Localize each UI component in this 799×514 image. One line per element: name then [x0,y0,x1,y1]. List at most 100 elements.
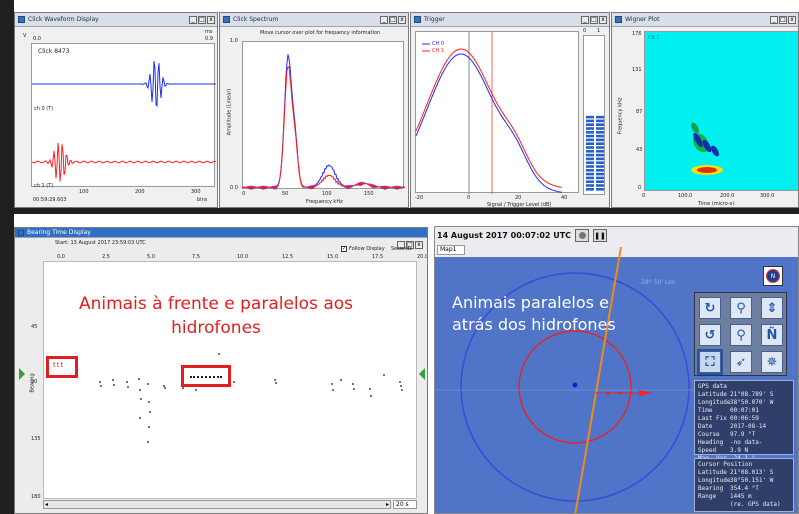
map-window: 14 August 2017 00:07:02 UTC ❚❚ Map1 -38°… [434,226,799,514]
restore-button[interactable]: □ [406,241,414,249]
y-tick: 0 [638,185,642,191]
scroll-left-arrow[interactable]: ◂ [45,501,49,508]
north-compass[interactable]: N [763,266,783,286]
click-waveform-titlebar[interactable]: Click Waveform Display _ □ x [15,13,217,27]
detection-point [370,395,372,397]
level-meter-segment [596,138,604,142]
settings-button[interactable]: ✵ [761,351,783,373]
rotate-counterclockwise-button[interactable]: ↺ [699,324,721,346]
restore-button[interactable]: □ [389,15,397,24]
info-value: 38°50.070' W [730,399,774,406]
record-button[interactable] [575,229,590,242]
range-ring-inner [518,330,632,444]
level-meter-segment [596,131,604,134]
level-meter-segment [586,119,594,123]
x-tick: 0 [642,193,646,199]
x-tick: 7.5 [192,254,200,260]
map-tab[interactable]: Map1 [437,245,465,255]
y-tick: 87 [636,109,643,115]
detection-point [147,383,149,385]
detection-point [218,353,220,355]
level-meter-segment [596,161,604,164]
x-tick: 50 [282,191,289,197]
info-key: Speed [698,447,717,454]
level-meter-segment [586,165,594,168]
info-key: Bearing [698,485,724,492]
x-tick: 20 [515,195,522,201]
level-meter-svg [586,115,604,191]
fit-extent-button[interactable]: ⛶ [697,349,723,375]
scroll-right-arrow[interactable]: ▸ [385,501,389,508]
window-title: Bearing Time Display [27,229,91,236]
wigner-window: Wigner Plot _ □ x 176 131 87 43 0 Freque… [611,12,799,208]
level-meter-segment [596,176,604,180]
wigner-heatmap[interactable]: Ch 1 [644,31,798,191]
minimize-button[interactable]: _ [189,15,197,24]
level-meter-segment [586,150,594,153]
detection-point [139,417,141,419]
minimize-button[interactable]: _ [770,15,778,24]
wigner-titlebar[interactable]: Wigner Plot _ □ x [612,13,798,27]
click-waveform-window: Click Waveform Display _ □ x ms 0.0 0.9 … [14,12,218,208]
restore-button[interactable]: □ [590,15,598,24]
level-meter-segment [596,180,604,183]
trigger-titlebar[interactable]: Trigger _ □ x [411,13,609,27]
detection-point [99,381,101,383]
waveform-plot[interactable]: Click 8473 ch 0 (T) ch 1 (T) [31,43,217,189]
window-title: Click Spectrum [233,16,279,23]
trigger-plot[interactable]: CH 0 CH 1 [415,31,579,194]
minimize-button[interactable]: _ [581,15,589,24]
x-tick: 300 [191,189,201,195]
ch1-spectrum [242,66,406,191]
detection-point [147,441,149,443]
close-button[interactable]: x [415,241,423,249]
rotate-clockwise-button[interactable]: ↻ [699,297,721,319]
level-meter-segment [596,119,604,123]
map-toolbar: 14 August 2017 00:07:02 UTC ❚❚ [435,227,798,244]
x-tick: 5.0 [147,254,155,260]
time-scrollbar[interactable]: ◂ ▸ [43,500,391,509]
north-up-button[interactable]: Ñ [761,324,783,346]
level-meter-segment [596,115,604,119]
ship-view-button[interactable]: ➶ [730,351,752,373]
zoom-out-button[interactable]: ⚲ [730,324,752,346]
time-range-spinner[interactable]: 20 s [393,500,417,509]
x-tick: 0.0 [33,36,41,42]
range-ring-outer [460,272,690,502]
pan-up-button[interactable]: ⇕ [761,297,783,319]
restore-button[interactable]: □ [198,15,206,24]
detection-point [139,389,141,391]
info-value: 38°50.151' W [730,477,774,484]
x-tick: 40 [561,195,568,201]
detection-point [399,381,401,383]
spectrum-plot[interactable] [242,41,406,191]
detection-point [113,384,115,386]
heat-core [697,167,717,173]
close-button[interactable]: x [599,15,607,24]
pause-button[interactable]: ❚❚ [593,229,608,242]
level-meter-segment [586,172,594,176]
close-button[interactable]: x [207,15,215,24]
legend-ch0: CH 0 [432,41,445,47]
level-meter-segment [586,169,594,172]
minimize-button[interactable]: _ [397,241,405,249]
click-spectrum-titlebar[interactable]: Click Spectrum _ □ x [220,13,408,27]
restore-button[interactable]: □ [779,15,787,24]
heat-blob [702,139,712,153]
close-button[interactable]: x [788,15,796,24]
cursor-title: Cursor Position [698,461,753,468]
minimize-button[interactable]: _ [380,15,388,24]
close-button[interactable]: x [398,15,406,24]
map-time: 14 August 2017 00:07:02 UTC [437,231,572,240]
detection-point [164,387,166,389]
trigger-svg [415,32,563,194]
annotation-behind: Animais paralelos e atrás dos hidrofones [452,293,616,334]
level-meter-segment [586,115,594,119]
follow-display-checkbox[interactable]: ✓ [341,246,347,252]
zoom-in-button[interactable]: ⚲ [730,297,752,319]
bearing-time-titlebar[interactable]: Bearing Time Display [15,228,427,238]
y-axis-label: Frequency kHz [617,97,624,135]
x-axis-label: Time (micro-s) [698,201,735,207]
detection-point [195,389,197,391]
detection-point [619,391,623,395]
